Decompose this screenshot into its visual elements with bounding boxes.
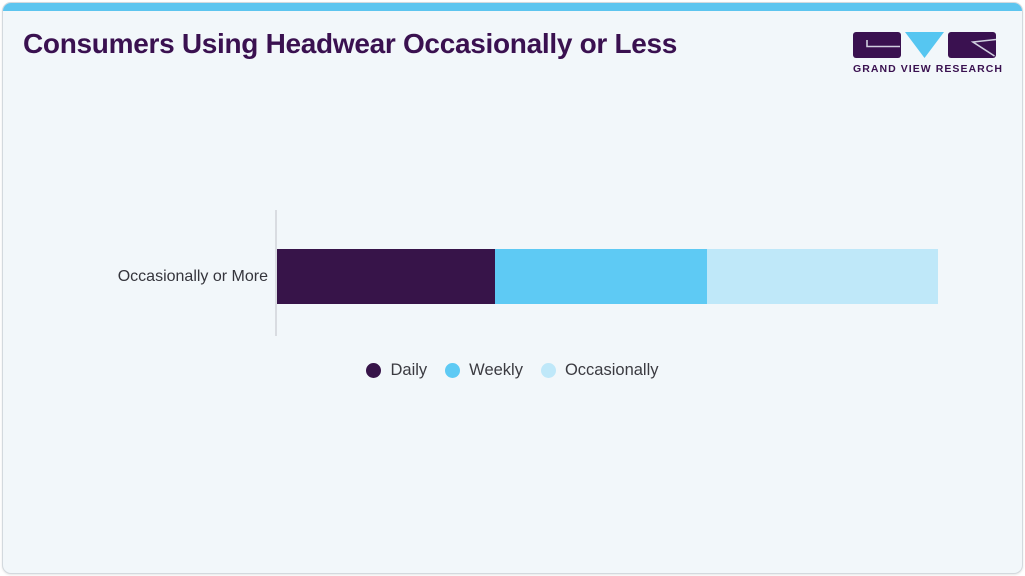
bar-segment-occasionally bbox=[706, 249, 938, 304]
legend-dot-occasionally-icon bbox=[540, 363, 556, 378]
logo-monogram bbox=[853, 32, 996, 58]
legend-label-weekly: Weekly bbox=[469, 361, 523, 379]
y-axis-line bbox=[275, 210, 277, 336]
legend-dot-daily-icon bbox=[366, 363, 382, 378]
bar-segment-weekly bbox=[495, 249, 707, 304]
logo-v-triangle-icon bbox=[905, 32, 944, 58]
chart-title: Consumers Using Headwear Occasionally or… bbox=[23, 28, 678, 59]
legend-item-weekly: Weekly bbox=[445, 361, 523, 380]
category-label: Occasionally or More bbox=[117, 267, 268, 285]
grand-view-research-logo: GRAND VIEW RESEARCH bbox=[853, 32, 1004, 75]
legend-item-daily: Daily bbox=[366, 361, 427, 380]
bar-segment-daily bbox=[277, 249, 496, 304]
logo-wordmark: GRAND VIEW RESEARCH bbox=[853, 63, 1004, 75]
legend-label-occasionally: Occasionally bbox=[564, 361, 659, 379]
legend-item-occasionally: Occasionally bbox=[540, 361, 659, 380]
logo-g-block-icon bbox=[853, 32, 901, 58]
legend-label-daily: Daily bbox=[390, 361, 428, 379]
stacked-bar bbox=[277, 249, 938, 304]
logo-r-block-icon bbox=[948, 32, 996, 58]
top-accent-strip bbox=[3, 3, 1022, 11]
legend-dot-weekly-icon bbox=[445, 363, 461, 378]
legend: Daily Weekly Occasionally bbox=[3, 361, 1022, 380]
